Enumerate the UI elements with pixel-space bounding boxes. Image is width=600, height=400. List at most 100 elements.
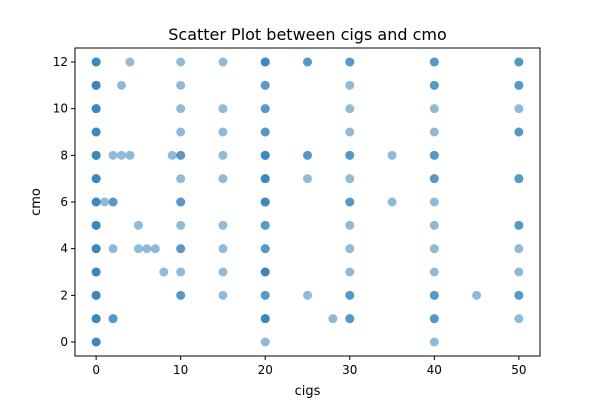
data-point [260,80,270,90]
data-point [345,290,355,300]
data-point [260,337,270,347]
x-tick-label: 10 [173,363,188,377]
data-point [142,244,152,254]
data-point [133,244,143,254]
data-point [303,150,312,160]
x-tick-label: 50 [511,363,526,377]
data-point [125,57,135,67]
data-point [303,174,312,184]
data-point [91,150,101,160]
y-tick-label: 8 [60,148,68,162]
x-tick-label: 40 [427,363,442,377]
data-point [176,150,186,160]
y-tick-label: 6 [60,195,68,209]
data-point [176,127,186,137]
data-point [260,174,270,184]
data-point [328,314,338,324]
data-point [514,57,524,67]
data-point [167,150,177,160]
data-point [91,127,101,137]
y-tick-label: 2 [60,288,68,302]
data-point [303,290,312,300]
data-point [345,314,355,324]
data-point [176,220,186,230]
data-point [117,150,126,160]
data-point [218,174,228,184]
data-point [514,220,524,230]
data-point [91,197,101,207]
data-point [429,220,439,230]
data-point [176,80,186,90]
data-point [260,267,270,277]
data-point [218,127,228,137]
data-point [429,290,439,300]
data-point [387,197,397,207]
data-point [108,314,118,324]
data-point [176,197,186,207]
data-point [429,174,439,184]
data-point [345,220,355,230]
data-point [108,150,118,160]
data-point [218,104,228,114]
y-axis-ticks: 0 2 4 6 8 10 12 [53,55,75,349]
data-point [176,244,186,254]
data-point [345,150,355,160]
data-point [429,314,439,324]
data-point [514,174,524,184]
data-point [345,80,355,90]
data-point [91,290,101,300]
x-tick-label: 30 [342,363,357,377]
data-point [345,267,355,277]
data-point [429,197,439,207]
data-point [218,244,228,254]
data-point [91,174,101,184]
data-point [260,104,270,114]
data-point [218,290,228,300]
y-tick-label: 4 [60,242,68,256]
data-point [387,150,397,160]
data-point [125,150,135,160]
data-point [429,104,439,114]
data-point [91,57,101,67]
data-point [176,174,186,184]
data-point [345,127,355,137]
points-layer [91,57,524,347]
data-point [514,127,524,137]
data-point [91,244,101,254]
data-point [108,197,118,207]
data-point [260,220,270,230]
data-point [91,104,101,114]
data-point [260,127,270,137]
data-point [514,267,524,277]
data-point [91,80,101,90]
data-point [303,57,312,67]
data-point [117,80,126,90]
data-point [108,244,118,254]
data-point [514,290,524,300]
data-point [176,57,186,67]
data-point [429,150,439,160]
data-point [260,197,270,207]
y-tick-label: 10 [53,102,68,116]
data-point [91,220,101,230]
data-point [150,244,160,254]
data-point [514,104,524,114]
data-point [218,220,228,230]
data-point [429,127,439,137]
data-point [514,314,524,324]
data-point [218,57,228,67]
data-point [429,244,439,254]
data-point [429,80,439,90]
data-point [133,220,143,230]
data-point [218,267,228,277]
data-point [91,267,101,277]
data-point [260,290,270,300]
x-tick-label: 0 [92,363,100,377]
data-point [345,57,355,67]
data-point [429,57,439,67]
data-point [514,244,524,254]
y-axis-label: cmo [29,188,44,216]
x-tick-label: 20 [258,363,273,377]
x-axis-ticks: 0 10 20 30 40 50 [92,356,527,377]
